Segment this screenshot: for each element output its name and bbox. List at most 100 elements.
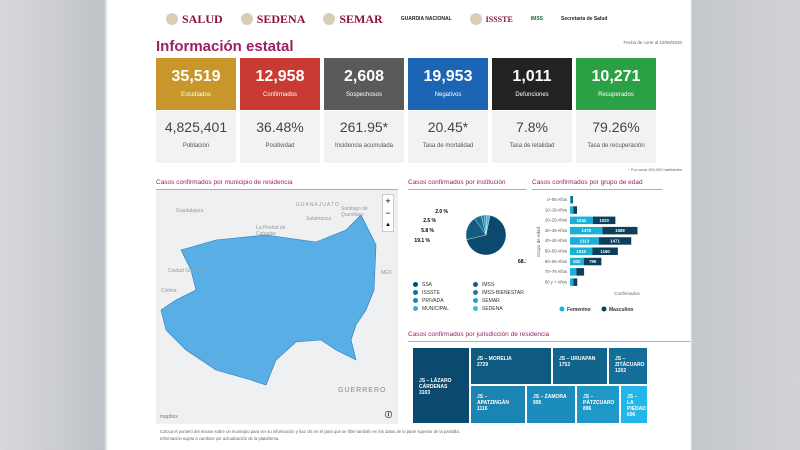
zoom-out-button[interactable]: −	[385, 208, 391, 218]
stat-card-top: 35,519 Estudiados	[156, 58, 236, 110]
map-label-guerrero: GUERRERO	[338, 387, 387, 394]
age-ylabel: Grupo de edad	[536, 226, 541, 257]
bar-femenino[interactable]	[570, 206, 574, 214]
legend-item[interactable]: IMSS	[473, 282, 533, 288]
bar-femenino[interactable]	[570, 257, 584, 266]
stat-sub-value: 4,825,401	[164, 119, 228, 135]
bar-masculino[interactable]	[602, 226, 638, 235]
age-tick: 50–59 Años	[545, 249, 567, 254]
legend-label: PRIVADA	[422, 298, 444, 304]
map-label: Colima	[161, 288, 177, 294]
legend-dot	[601, 306, 607, 312]
pie-slice[interactable]	[485, 214, 491, 236]
bar-femenino[interactable]	[570, 247, 593, 256]
legend-dot	[413, 282, 418, 288]
stat-value: 12,958	[255, 68, 305, 85]
treemap-value: 1752	[559, 362, 571, 368]
zoom-in-button[interactable]: +	[385, 196, 391, 206]
stat-sub-value: 261.95*	[339, 119, 389, 135]
footnote: * Por cada 100,000 habitantes	[628, 167, 682, 172]
stat-label: Sospechosos	[345, 92, 383, 98]
stat-label: Defunciones	[515, 92, 549, 98]
legend-label: SEDENA	[482, 306, 503, 312]
legend-item[interactable]: PRIVADA	[413, 298, 473, 304]
treemap-value: 2729	[477, 362, 489, 368]
bar-femenino[interactable]	[570, 226, 603, 235]
legend-item[interactable]: SEMAR	[473, 298, 533, 304]
stat-sub-label: Tasa de letalidad	[509, 143, 555, 149]
stat-card-bottom: 20.45* Tasa de mortalidad	[408, 111, 488, 163]
legend-item[interactable]: SSA	[413, 282, 473, 288]
legend-label: SEMAR	[482, 298, 500, 304]
bar-femenino[interactable]	[570, 278, 574, 286]
stat-card-top: 10,271 Recuperados	[576, 58, 656, 110]
legend-dot	[559, 306, 565, 312]
legend-item[interactable]: ISSSTE	[413, 290, 473, 296]
treemap-name: JS – MORELIA	[477, 356, 512, 362]
mapbox-logo[interactable]: mapbox	[160, 414, 178, 420]
logo-imss: IMSS	[530, 16, 544, 22]
treemap-cell[interactable]: JS – URUAPAN 1752	[552, 347, 608, 385]
bar-femenino[interactable]	[570, 237, 599, 245]
stat-card: 10,271 Recuperados 79.26% Tasa de recuperac…	[576, 58, 656, 163]
treemap-value: 696	[627, 412, 636, 418]
bar-femenino[interactable]	[570, 216, 593, 225]
treemap-name: JS – PÁTZCUARO	[583, 394, 615, 406]
legend-item[interactable]: MUNICIPAL	[413, 306, 473, 312]
cutoff-date: Fecha de corte al 19/08/2020	[623, 40, 682, 45]
treemap-name: JS – APATZINGÁN	[477, 394, 510, 406]
treemap-cell[interactable]: JS – ZITÁCUARO 1202	[608, 347, 648, 385]
bar-masculino[interactable]	[573, 278, 578, 286]
pie-label: 19.1 %	[414, 238, 430, 244]
bar-label: 632	[573, 259, 581, 264]
age-xlabel: Confirmados	[614, 291, 640, 296]
treemap-cell[interactable]: JS – LÁZARO CÁRDENAS 3103	[412, 347, 470, 424]
map-label: Salamanca	[306, 216, 332, 222]
age-chart: 0–09 Años 10–19 Años 20–29 Años 1042 1020 30–…	[536, 196, 641, 313]
info-icon[interactable]: ⓘ	[385, 412, 392, 419]
age-tick: 70–79 Años	[545, 269, 567, 274]
bar-masculino[interactable]	[576, 268, 585, 276]
bar-masculino[interactable]	[592, 216, 616, 225]
logo-semar: SEMAR	[323, 12, 383, 27]
legend-label[interactable]: Femenino	[567, 307, 591, 313]
treemap-cell[interactable]: JS – LA PIEDAD 696	[620, 385, 648, 424]
stat-card-bottom: 79.26% Tasa de recuperación	[576, 111, 656, 163]
bar-femenino[interactable]	[570, 268, 577, 276]
treemap-cell[interactable]: JS – MORELIA 2729	[470, 347, 552, 385]
stat-value: 1,011	[512, 68, 552, 85]
map-label: MÉX	[381, 270, 392, 276]
treemap-cell[interactable]: JS – PÁTZCUARO 896	[576, 385, 620, 424]
legend-item[interactable]: IMSS-BIENESTAR	[473, 290, 533, 296]
footer-note: Coloca el puntero del mouse sobre un mun…	[160, 429, 460, 434]
treemap-cell[interactable]: JS – ZAMORA 995	[526, 385, 576, 424]
bar-masculino[interactable]	[598, 237, 632, 245]
bar-label: 1471	[610, 239, 620, 244]
legend-dot	[473, 298, 478, 304]
bar-femenino[interactable]	[570, 196, 572, 204]
stat-card-bottom: 4,825,401 Población	[156, 111, 236, 163]
bar-label: 1160	[600, 249, 610, 254]
age-tick: 20–29 Años	[545, 218, 567, 223]
logo-guardia: GUARDIA NACIONAL	[400, 16, 452, 22]
logo-secretaria: Secretaría de Salud	[561, 16, 608, 22]
bar-masculino[interactable]	[592, 247, 618, 256]
treemap-value: 3103	[419, 390, 431, 396]
treemap-value: 1202	[615, 368, 627, 374]
stat-card-bottom: 261.95* Incidencia acumulada	[324, 111, 404, 163]
stat-value: 10,271	[591, 68, 641, 85]
compass-button[interactable]: ▲	[385, 222, 391, 228]
legend-label[interactable]: Masculino	[609, 307, 633, 313]
legend-dot	[413, 290, 418, 296]
bar-masculino[interactable]	[583, 257, 602, 266]
pie-slice[interactable]	[466, 215, 507, 256]
bar-masculino[interactable]	[571, 196, 573, 204]
age-title: Casos confirmados por grupo de edad	[532, 179, 662, 190]
institution-title: Casos confirmados por institución	[408, 179, 526, 190]
treemap-cell[interactable]: JS – APATZINGÁN 1116	[470, 385, 526, 424]
municipality-map[interactable]: Guadalajara GUANAJUATO Salamanca Santiag…	[156, 190, 398, 424]
legend-item[interactable]: SEDENA	[473, 306, 533, 312]
logo-issste: ISSSTE	[469, 13, 513, 25]
bar-masculino[interactable]	[573, 206, 578, 214]
state-shape	[160, 214, 377, 386]
